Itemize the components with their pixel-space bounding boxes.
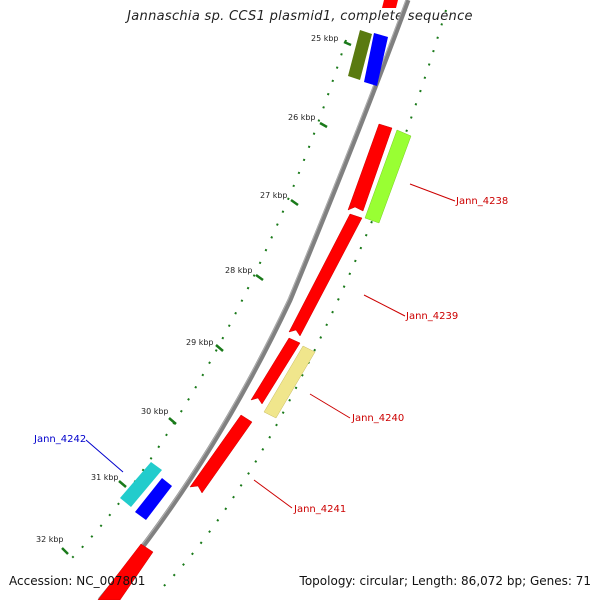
gene-block-blue — [135, 478, 172, 520]
map-title: Jannaschia sp. CCS1 plasmid1, complete s… — [127, 9, 473, 24]
gene-arrow — [347, 123, 393, 212]
gene-block-lime — [364, 129, 412, 224]
gene-arrow — [97, 543, 154, 600]
kbp-label: 27 kbp — [260, 191, 288, 200]
gene-arrow — [288, 213, 363, 337]
kbp-label: 25 kbp — [311, 34, 339, 43]
label-leaders — [85, 183, 456, 509]
accession-text: Accession: NC_007801 — [9, 574, 146, 588]
kbp-label: 30 kbp — [141, 407, 169, 416]
kbp-major-ticks — [61, 40, 352, 555]
gene-arrow — [250, 337, 301, 405]
topology-summary: Topology: circular; Length: 86,072 bp; G… — [299, 574, 591, 588]
forward-strand-genes — [120, 30, 412, 520]
gene-label-jann-4242[interactable]: Jann_4242 — [33, 434, 86, 445]
backbone-arc-highlight — [97, 0, 407, 600]
kbp-label: 31 kbp — [91, 473, 119, 482]
kbp-label: 32 kbp — [36, 535, 64, 544]
gene-block-blue — [364, 33, 388, 86]
gene-label-jann-4240[interactable]: Jann_4240 — [351, 413, 404, 424]
kbp-label: 26 kbp — [288, 113, 316, 122]
gene-label-jann-4241[interactable]: Jann_4241 — [293, 504, 346, 515]
gene-label-jann-4238[interactable]: Jann_4238 — [455, 196, 508, 207]
backbone-arc — [98, 0, 411, 600]
outer-scale-dots — [159, 9, 447, 591]
gene-block-khaki — [263, 345, 316, 419]
kbp-label: 28 kbp — [225, 266, 253, 275]
gene-arrow — [382, 0, 398, 8]
kbp-label: 29 kbp — [186, 338, 214, 347]
gene-arrow — [189, 414, 253, 494]
gene-block-cyan — [120, 462, 162, 507]
gene-block-olive — [348, 30, 372, 80]
gene-label-jann-4239[interactable]: Jann_4239 — [405, 311, 458, 322]
reverse-strand-genes — [97, 0, 398, 600]
